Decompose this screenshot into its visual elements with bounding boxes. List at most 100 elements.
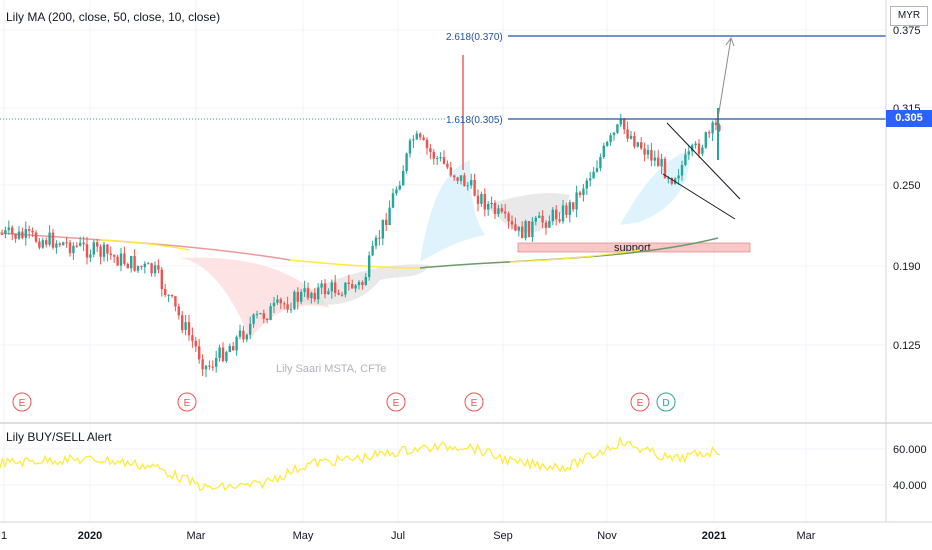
candle-body [17,231,21,239]
candle-body [208,365,211,367]
candle-body [252,314,255,324]
candle-body [157,265,160,270]
candle-body [422,137,425,140]
candle-body [96,242,99,247]
oscillator-line [0,435,721,492]
event-marker-label: E [393,398,400,409]
candle-body [585,180,588,189]
candle-body [599,156,602,169]
time-axis[interactable]: 1 2020 Mar May Jul Sep Nov 2021 Mar [1,530,816,542]
wedge-upper-line[interactable] [666,122,741,200]
candle-body [541,215,544,223]
candle-body [62,242,65,246]
candle-body [374,237,378,246]
candle-body [670,178,673,184]
candle-body [551,209,554,222]
event-marker-circle [386,392,406,412]
candle-body [38,241,41,248]
candle-body [306,288,310,298]
candle-body [354,285,357,289]
candle-body [279,299,282,304]
candle-body [558,219,561,222]
candle-body [663,158,667,179]
candle-body [524,221,527,239]
candle-body [198,346,201,360]
candle-body [395,189,398,194]
event-marker-label: D [662,398,669,409]
candle-body [636,142,639,147]
candle-body [364,276,367,286]
candle-body [704,132,707,148]
ma-50-line [99,239,191,251]
candle-body [266,318,269,321]
time-tick-label: Jul [391,530,405,542]
candle-body [58,243,61,246]
candle-body [697,143,701,154]
time-tick-label: Mar [797,530,816,542]
candle-body [446,163,449,168]
candle-body [344,282,347,295]
oscillator-label[interactable]: Lily BUY/SELL Alert [6,430,112,444]
candle-body [330,282,333,292]
oscillator-series-line [0,435,721,492]
candle-body [41,240,44,248]
main-indicator-label[interactable]: Lily MA (200, close, 50, close, 10, clos… [6,10,221,24]
candle-body [408,140,412,154]
candle-body [357,282,361,286]
candle-body [517,226,520,231]
candle-body [592,171,595,179]
candle-body [487,204,490,210]
wedge-lower-line[interactable] [662,173,736,220]
candle-body [72,245,75,254]
candle-body [4,230,7,235]
candle-body [133,255,136,271]
candle-body [480,193,483,204]
candle-body [204,365,208,370]
candle-body [456,177,459,181]
candle-body [589,178,592,181]
candle-body [320,283,323,288]
projection-arrow[interactable] [717,37,732,119]
candle-body [51,232,55,248]
candle-body [606,141,609,146]
candle-body [385,219,388,225]
time-tick-label: Sep [493,530,513,542]
candle-body [160,269,163,290]
candle-body [415,133,418,140]
candle-body [602,145,605,157]
candle-body [653,157,656,161]
candle-body [68,242,72,254]
ma-50-line [509,249,641,263]
oscillator-tick-label: 40.000 [893,480,927,492]
event-marker-label: E [184,398,191,409]
candle-body [504,211,507,214]
candle-body [286,304,289,310]
candle-body [640,142,643,149]
candle-body [31,230,34,233]
candle-body [116,256,119,266]
candle-body [0,234,4,236]
ma-clouds [180,150,690,340]
candle-body [327,291,330,295]
candle-body [623,118,626,130]
oscillator-axis[interactable]: 60.000 40.000 [893,444,927,492]
candle-body [412,139,415,141]
candle-body [65,242,68,244]
candle-body [109,253,112,256]
currency-button[interactable]: MYR [890,6,928,26]
candle-body [708,132,711,134]
candle-body [405,153,408,172]
candle-body [235,336,238,351]
candle-body [174,296,177,307]
candle-body [538,215,541,218]
candle-body [221,347,225,362]
candle-body [276,299,279,303]
candle-body [119,253,123,266]
candle-body [293,291,296,310]
candle-body [177,306,180,316]
candle-body [701,147,704,154]
